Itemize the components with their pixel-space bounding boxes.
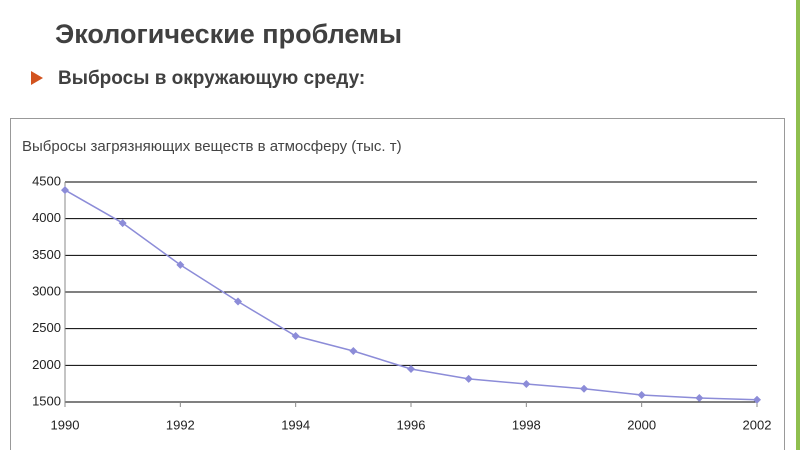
- x-tick-label: 1996: [397, 417, 426, 432]
- data-point: [522, 380, 531, 389]
- x-tick-label: 1994: [281, 417, 310, 432]
- y-tick-label: 2000: [32, 357, 61, 372]
- bullet-text: Выбросы в окружающую среду:: [58, 68, 365, 89]
- data-point: [695, 393, 704, 402]
- x-tick-label: 1992: [166, 417, 195, 432]
- slide-title: Экологические проблемы: [55, 19, 402, 49]
- data-point: [349, 347, 358, 356]
- y-tick-label: 3000: [32, 283, 61, 298]
- data-point: [176, 260, 185, 269]
- y-tick-label: 4500: [32, 173, 61, 188]
- y-tick-label: 4000: [32, 210, 61, 225]
- x-tick-label: 1998: [512, 417, 541, 432]
- edge-accent: [796, 0, 800, 450]
- x-tick-label: 2000: [627, 417, 656, 432]
- x-tick-label: 2002: [743, 417, 772, 432]
- data-point: [234, 297, 242, 306]
- data-point: [118, 219, 127, 228]
- data-point: [637, 391, 646, 400]
- bullet-icon: [31, 71, 43, 85]
- chart-frame: [10, 118, 785, 450]
- y-tick-label: 2500: [32, 320, 61, 335]
- data-point: [407, 365, 415, 373]
- data-point: [753, 395, 761, 404]
- y-tick-label: 3500: [32, 247, 61, 262]
- data-point: [61, 186, 69, 195]
- data-point: [580, 384, 588, 393]
- data-point: [291, 332, 300, 340]
- y-tick-label: 1500: [32, 393, 61, 408]
- data-point: [464, 374, 473, 383]
- chart-title: Выбросы загрязняющих веществ в атмосферу…: [22, 138, 402, 155]
- x-tick-label: 1990: [51, 417, 80, 432]
